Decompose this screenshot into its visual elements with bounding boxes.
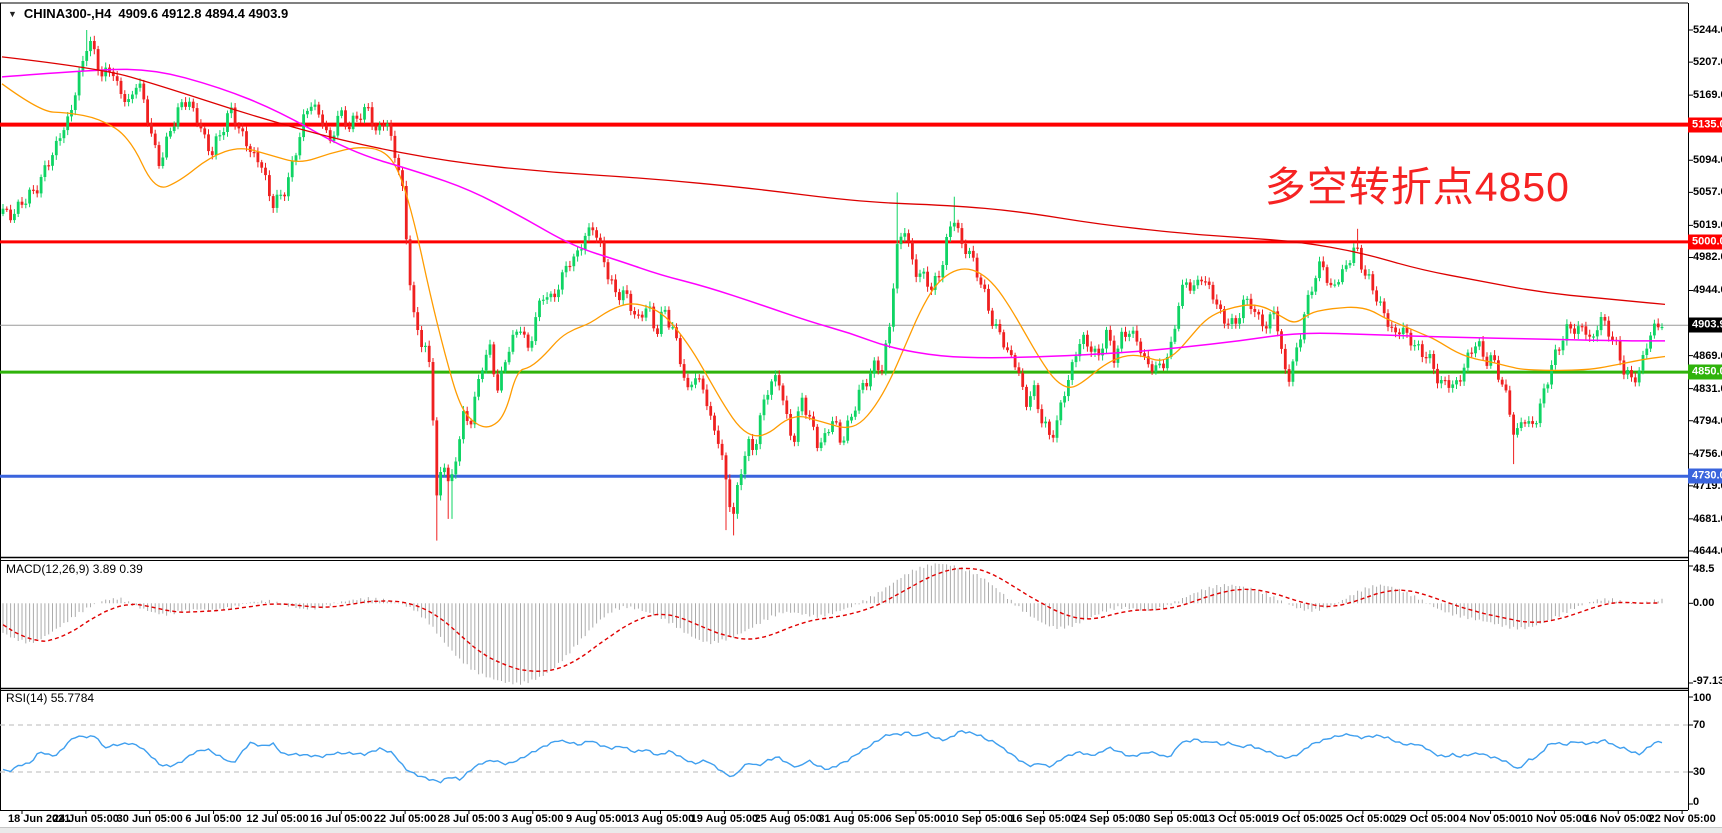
time-axis-tick-label: 25 Oct 05:00 <box>1330 813 1396 825</box>
time-axis-tick-label: 24 Sep 05:00 <box>1074 813 1141 825</box>
time-axis-tick-label: 6 Sep 05:00 <box>885 813 947 825</box>
chart-header: ▼ CHINA300-,H4 4909.6 4912.8 4894.4 4903… <box>8 6 288 21</box>
price-axis-tick-label: 5207.0 <box>1693 56 1722 69</box>
rsi-axis-tick-label: 100 <box>1693 692 1712 704</box>
price-line-badge-4730: 4730.0 <box>1688 468 1722 484</box>
time-axis-tick-label: 3 Aug 05:00 <box>502 813 564 825</box>
time-axis-tick-label: 19 Oct 05:00 <box>1266 813 1332 825</box>
macd-values: 3.89 0.39 <box>92 562 143 576</box>
price-line-badge-5000: 5000.0 <box>1688 234 1722 250</box>
time-axis-tick-label: 16 Sep 05:00 <box>1010 813 1077 825</box>
time-axis-tick-label: 22 Nov 05:00 <box>1648 813 1716 825</box>
time-axis-tick-label: 31 Aug 05:00 <box>818 813 886 825</box>
price-axis-tick-label: 4794.0 <box>1693 414 1722 427</box>
time-axis-tick-label: 13 Aug 05:00 <box>626 813 695 825</box>
current-price-badge: 4903.9 <box>1688 317 1722 333</box>
macd-signal-line <box>2 567 1659 672</box>
rsi-label: RSI(14) <box>6 691 48 705</box>
macd-axis-tick-label: 0.00 <box>1693 597 1715 610</box>
time-axis-tick-label: 12 Jul 05:00 <box>246 813 309 825</box>
macd-axis-tick-label: 48.5 <box>1693 563 1715 575</box>
price-axis-tick-label: 5169.0 <box>1693 89 1722 102</box>
time-axis-tick-label: 29 Oct 05:00 <box>1394 813 1460 825</box>
price-line-badge-4850: 4850.0 <box>1688 364 1722 380</box>
chart-annotation-text: 多空转折点4850 <box>1264 164 1570 210</box>
time-axis-tick-label: 22 Jul 05:00 <box>373 813 437 825</box>
price-axis-tick-label: 4982.0 <box>1693 251 1722 264</box>
rsi-panel-label: RSI(14) 55.7784 <box>6 691 94 705</box>
time-axis-tick-label: 18 Jun 2021 <box>8 813 71 825</box>
price-axis-tick-label: 4869.0 <box>1693 349 1722 362</box>
price-axis-tick-label: 4831.0 <box>1693 382 1722 395</box>
rsi-value: 55.7784 <box>50 691 95 705</box>
price-axis-tick-label: 4944.0 <box>1693 284 1722 297</box>
price-axis-tick-label: 4756.0 <box>1693 447 1722 460</box>
time-axis-tick-label: 24 Jun 05:00 <box>52 813 119 825</box>
time-axis-tick-label: 19 Aug 05:00 <box>690 813 759 825</box>
rsi-axis-tick-label: 0 <box>1693 796 1700 808</box>
rsi-axis-tick-label: 70 <box>1693 719 1706 731</box>
price-axis-tick-label: 5244.0 <box>1693 24 1722 36</box>
symbol-dropdown-icon[interactable]: ▼ <box>8 8 17 19</box>
time-axis-tick-label: 30 Sep 05:00 <box>1137 813 1205 825</box>
macd-histogram <box>2 563 1663 685</box>
macd-axis-tick-label: -97.13 <box>1693 675 1722 687</box>
price-axis-tick-label: 5019.0 <box>1693 219 1722 232</box>
price-axis-tick-label: 5094.0 <box>1693 154 1722 167</box>
time-axis-tick-label: 9 Aug 05:00 <box>565 813 628 825</box>
time-axis-tick-label: 6 Jul 05:00 <box>185 813 242 825</box>
rsi-axis-tick-label: 30 <box>1693 766 1706 778</box>
price-axis-tick-label: 4681.0 <box>1693 512 1722 525</box>
header-ohlc-values: 4909.6 4912.8 4894.4 4903.9 <box>118 6 289 21</box>
time-axis-tick-label: 25 Aug 05:00 <box>754 813 822 825</box>
price-line-badge-5135: 5135.0 <box>1688 117 1722 133</box>
time-axis-tick-label: 16 Jul 05:00 <box>310 813 373 825</box>
time-axis-tick-label: 30 Jun 05:00 <box>116 813 183 825</box>
candles <box>1 30 1664 541</box>
macd-panel-label: MACD(12,26,9) 3.89 0.39 <box>6 562 143 576</box>
time-axis-tick-label: 4 Nov 05:00 <box>1459 813 1522 825</box>
time-axis-tick-label: 16 Nov 05:00 <box>1584 813 1652 825</box>
symbol-title: CHINA300-,H4 <box>23 6 112 21</box>
macd-label: MACD(12,26,9) <box>6 562 90 576</box>
price-axis-tick-label: 4644.0 <box>1693 544 1722 557</box>
time-axis-tick-label: 10 Sep 05:00 <box>946 813 1014 825</box>
time-axis-tick-label: 28 Jul 05:00 <box>437 813 501 825</box>
rsi-line <box>2 730 1663 784</box>
bottom-strip <box>0 827 1722 833</box>
price-axis-tick-label: 5057.0 <box>1693 186 1722 199</box>
time-axis-tick-label: 10 Nov 05:00 <box>1520 813 1589 825</box>
time-axis-tick-label: 13 Oct 05:00 <box>1202 813 1268 825</box>
